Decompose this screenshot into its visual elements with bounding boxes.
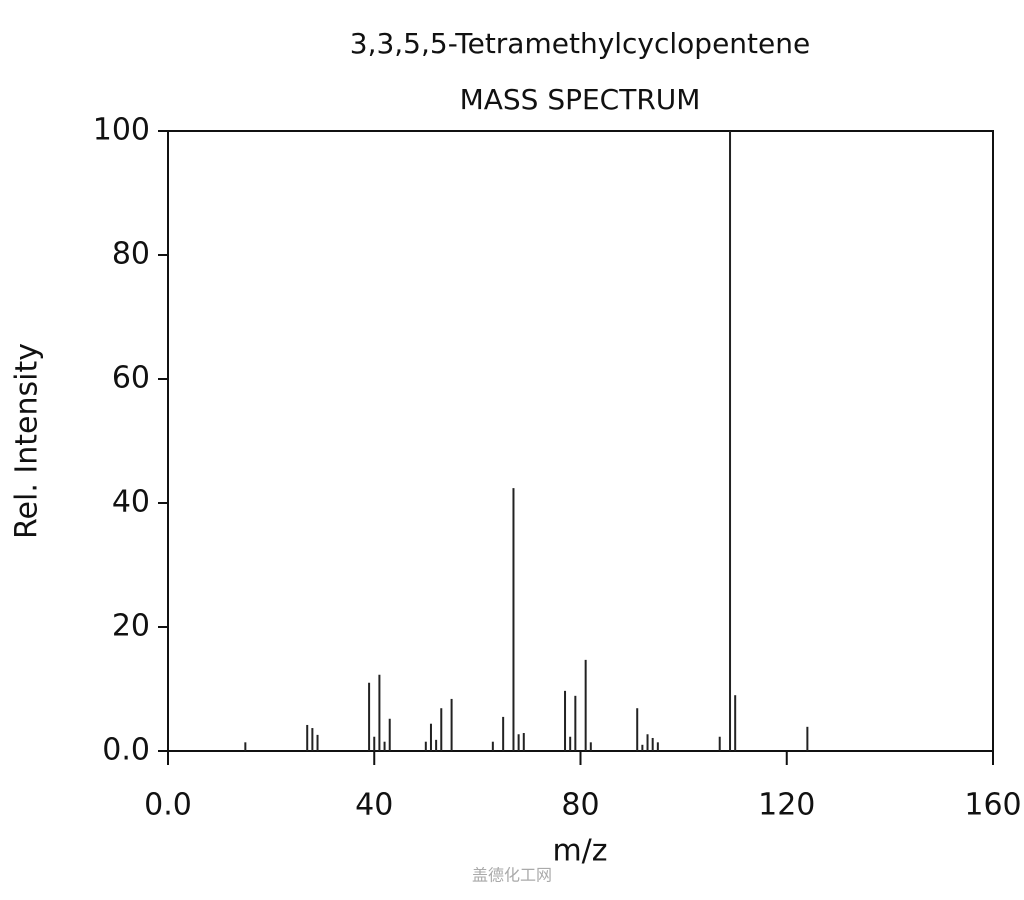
y-tick-label: 60 <box>112 361 150 396</box>
chart-subtitle: MASS SPECTRUM <box>460 83 701 116</box>
y-tick-label: 20 <box>112 609 150 644</box>
y-tick-label: 40 <box>112 485 150 520</box>
x-tick-label: 120 <box>758 788 815 823</box>
x-tick-label: 0.0 <box>144 788 192 823</box>
y-tick-label: 80 <box>112 237 150 272</box>
watermark: 盖德化工网 <box>472 866 552 885</box>
y-axis-label: Rel. Intensity <box>10 343 45 539</box>
x-axis-label: m/z <box>552 834 607 869</box>
x-tick-label: 40 <box>355 788 393 823</box>
chart-title: 3,3,5,5-Tetramethylcyclopentene <box>350 27 810 60</box>
y-tick-label: 0.0 <box>102 733 150 768</box>
x-tick-label: 160 <box>964 788 1021 823</box>
plot-frame <box>167 130 994 752</box>
y-tick-label: 100 <box>93 113 150 148</box>
x-tick-label: 80 <box>561 788 599 823</box>
